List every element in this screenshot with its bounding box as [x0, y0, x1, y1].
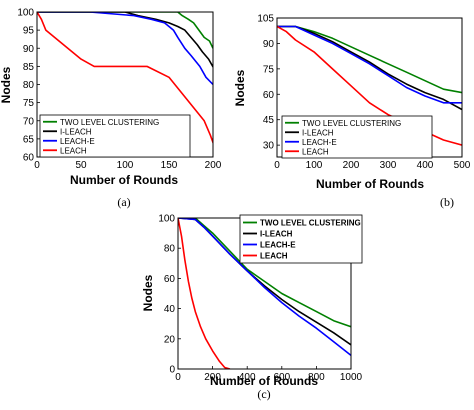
series-line-0 [178, 218, 351, 328]
legend-label: I-LEACH [260, 230, 293, 239]
y-tick-label: 90 [23, 44, 35, 55]
y-tick-label: 60 [263, 90, 275, 101]
legend-label: TWO LEVEL CLUSTERING [60, 118, 159, 127]
y-axis-title: Nodes [141, 274, 155, 311]
x-tick-label: 1000 [340, 372, 363, 383]
series-line-3 [178, 218, 231, 369]
y-axis-title: Nodes [0, 66, 13, 103]
legend-label: TWO LEVEL CLUSTERING [302, 119, 401, 128]
legend-box [281, 115, 433, 159]
panel-caption: (a) [117, 195, 130, 209]
chart-panel-2: 0 200 400 600 800 1000 0 20 40 60 80 100 Number of R… [141, 214, 363, 402]
x-tick-label: 50 [75, 160, 87, 171]
x-tick-label: 200 [205, 160, 222, 171]
series-line-2 [277, 25, 462, 104]
legend-label: I-LEACH [60, 127, 92, 136]
legend-label: LEACH [302, 147, 329, 156]
x-tick-label: 200 [343, 160, 360, 171]
x-axis-title: Number of Rounds [316, 177, 424, 191]
y-tick-label: 0 [169, 365, 175, 376]
x-tick-label: 600 [273, 372, 290, 383]
series-line-3 [37, 12, 213, 145]
y-tick-label: 105 [257, 14, 274, 25]
series-line-0 [37, 12, 213, 49]
series-line-2 [37, 12, 213, 86]
legend-label: LEACH-E [302, 138, 337, 147]
panel-caption: (c) [257, 387, 270, 401]
legend-label: LEACH-E [260, 241, 296, 250]
y-tick-label: 80 [23, 80, 35, 91]
y-tick-label: 100 [17, 8, 34, 19]
x-tick-label: 500 [454, 160, 471, 171]
y-tick-label: 75 [23, 98, 35, 109]
y-tick-label: 20 [164, 334, 176, 345]
series-line-0 [277, 25, 462, 94]
y-tick-label: 75 [263, 64, 275, 75]
y-tick-label: 40 [164, 304, 176, 315]
y-tick-label: 60 [23, 153, 35, 164]
legend-label: LEACH [260, 252, 288, 261]
x-axis-title: Number of Rounds [210, 374, 318, 388]
x-tick-label: 0 [34, 160, 40, 171]
x-tick-label: 100 [306, 160, 323, 171]
y-tick-label: 45 [263, 115, 275, 126]
legend-box [239, 214, 363, 264]
series-line-1 [37, 12, 213, 69]
x-tick-label: 150 [161, 160, 178, 171]
x-axis-title: Number of Rounds [70, 173, 178, 187]
series-line-1 [277, 25, 462, 111]
x-tick-label: 400 [239, 372, 256, 383]
y-tick-label: 80 [164, 244, 176, 255]
x-tick-label: 100 [117, 160, 134, 171]
legend-label: I-LEACH [302, 128, 334, 137]
y-tick-label: 85 [23, 62, 35, 73]
y-tick-label: 70 [23, 116, 35, 127]
x-tick-label: 200 [204, 372, 221, 383]
x-tick-label: 0 [175, 372, 181, 383]
chart-panel-0: 0 50 100 150 200 60 65 70 75 80 85 90 95 100 Number of… [0, 8, 222, 210]
x-tick-label: 300 [380, 160, 397, 171]
series-line-2 [178, 218, 351, 357]
x-tick-label: 400 [417, 160, 434, 171]
y-tick-label: 90 [263, 39, 275, 50]
y-tick-label: 100 [158, 214, 175, 225]
legend-box [39, 114, 191, 158]
y-tick-label: 65 [23, 134, 35, 145]
y-tick-label: 95 [23, 26, 35, 37]
chart-panel-1: 0 100 200 300 400 500 30 45 60 75 90 105 Number of R… [233, 14, 471, 210]
legend-label: LEACH [60, 146, 87, 155]
y-tick-label: 60 [164, 274, 176, 285]
x-tick-label: 800 [308, 372, 325, 383]
y-axis-title: Nodes [233, 69, 247, 106]
legend-label: TWO LEVEL CLUSTERING [260, 219, 361, 228]
x-tick-label: 0 [274, 160, 280, 171]
panel-caption: (b) [440, 195, 454, 209]
y-tick-label: 30 [263, 141, 275, 152]
legend-label: LEACH-E [60, 137, 95, 146]
